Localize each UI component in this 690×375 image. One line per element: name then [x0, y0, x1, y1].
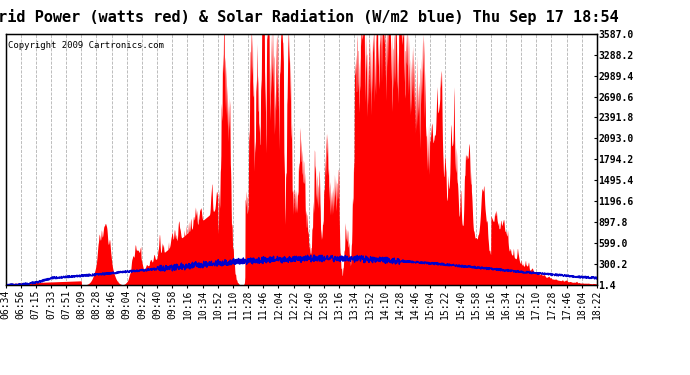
Text: Copyright 2009 Cartronics.com: Copyright 2009 Cartronics.com [8, 41, 164, 50]
Text: Grid Power (watts red) & Solar Radiation (W/m2 blue) Thu Sep 17 18:54: Grid Power (watts red) & Solar Radiation… [0, 9, 618, 26]
